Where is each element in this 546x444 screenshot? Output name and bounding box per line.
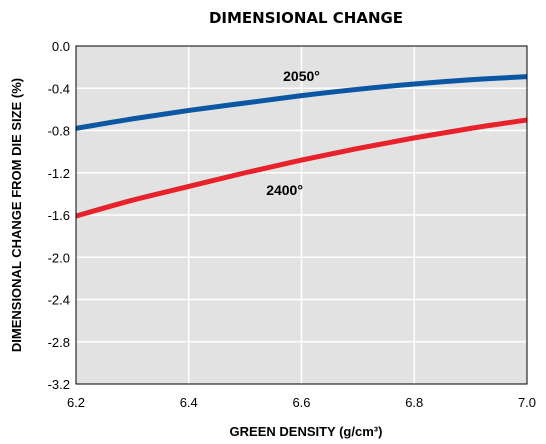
x-tick-label: 7.0 (518, 395, 536, 410)
y-tick-label: -2.8 (48, 335, 70, 350)
plot-area-group (75, 45, 528, 385)
tick-labels: 6.2 6.4 6.6 6.8 7.0 0.0 -0.4 -0.8 -1.2 -1.6 -2.0 -2… (48, 39, 536, 410)
series-labels: 2050° 2400° (266, 68, 320, 198)
y-axis-label: DIMENSIONAL CHANGE FROM DIE SIZE (%) (9, 78, 24, 352)
series-annotation-0: 2050° (283, 68, 320, 84)
series-line-1 (75, 117, 528, 219)
y-tick-label: 0.0 (52, 39, 70, 54)
series-annotation-1: 2400° (266, 182, 303, 198)
y-tick-label: -3.2 (48, 377, 70, 392)
plot-border (75, 45, 528, 385)
chart-title: DIMENSIONAL CHANGE (209, 9, 403, 27)
y-tick-label: -2.0 (48, 250, 70, 265)
y-tick-label: -2.4 (48, 293, 70, 308)
series-line-0 (75, 74, 528, 131)
gridlines (76, 46, 527, 384)
x-tick-label: 6.6 (292, 395, 310, 410)
y-tick-label: -1.6 (48, 208, 70, 223)
x-axis-label: GREEN DENSITY (g/cm³) (230, 424, 383, 439)
x-tick-label: 6.4 (180, 395, 198, 410)
y-tick-label: -1.2 (48, 166, 70, 181)
series-lines (75, 74, 528, 219)
x-tick-label: 6.2 (67, 395, 85, 410)
y-tick-label: -0.4 (48, 81, 70, 96)
x-tick-label: 6.8 (405, 395, 423, 410)
y-tick-label: -0.8 (48, 124, 70, 139)
